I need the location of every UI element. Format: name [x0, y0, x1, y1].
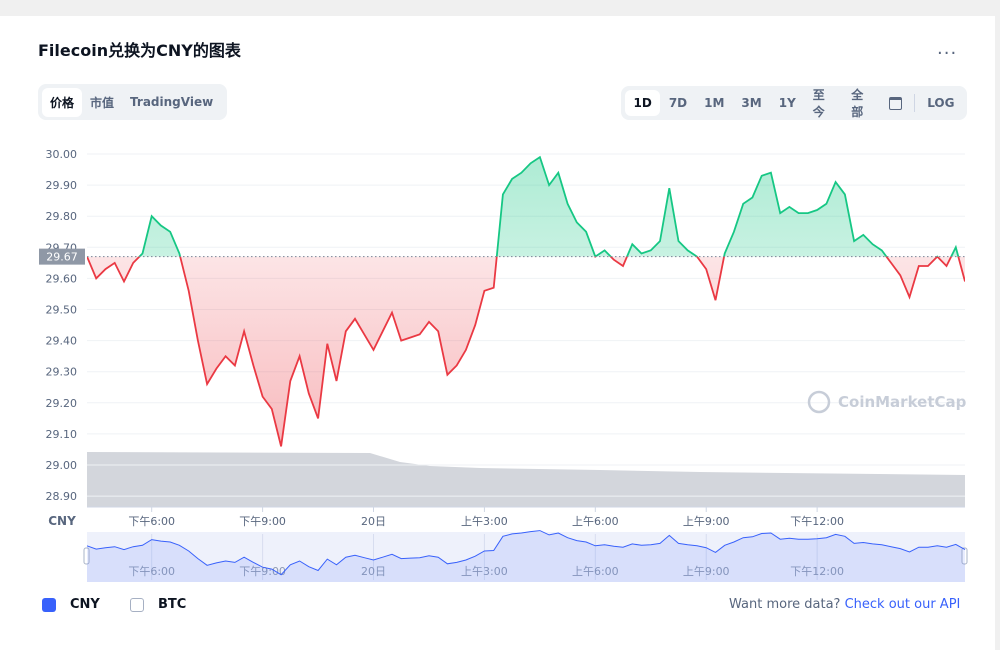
y-tick-label: 29.40: [46, 335, 78, 348]
tab[interactable]: 市值: [90, 95, 115, 110]
y-tick-label: 30.00: [46, 148, 78, 161]
option[interactable]: BTC: [130, 597, 186, 612]
prompt-text: Want more data?: [729, 597, 841, 612]
navigator-tick-label: 下午9:00: [239, 565, 286, 578]
area-down: [87, 256, 965, 447]
watermark: CoinMarketCap: [838, 393, 967, 411]
watermark-logo: [807, 390, 831, 414]
x-tick-label: 20日: [361, 515, 386, 528]
navigator-line: [86, 530, 966, 576]
checkbox[interactable]: [130, 597, 144, 612]
navigator-tick-label: 下午12:00: [790, 565, 844, 578]
y-tick-label: 29.20: [46, 397, 78, 410]
y-tick-label: 29.10: [46, 428, 78, 441]
range-button[interactable]: 至今: [812, 88, 825, 119]
navigator-tick-label: 下午6:00: [128, 565, 175, 578]
range-button[interactable]: 7D: [668, 96, 688, 110]
calendar-icon[interactable]: [889, 96, 902, 110]
x-tick-label: 上午9:00: [683, 515, 730, 528]
view-tabs: 价格 市值 TradingView: [38, 84, 227, 120]
navigator-tick-label: 上午3:00: [461, 565, 508, 578]
navigator-handle[interactable]: [83, 547, 90, 565]
range-button[interactable]: LOG: [927, 96, 955, 110]
api-prompt: Want more data? Check out our API: [729, 597, 960, 612]
navigator-tick-label: 20日: [361, 565, 386, 578]
y-tick-label: 29.60: [46, 272, 78, 285]
api-link[interactable]: Check out our API: [844, 597, 961, 612]
currency-label: CNY: [48, 514, 76, 528]
navigator-tick-label: 上午9:00: [683, 565, 730, 578]
x-tick-label: 下午12:00: [790, 515, 844, 528]
x-tick-label: 上午6:00: [572, 515, 619, 528]
volume-area: [87, 452, 965, 507]
range-button[interactable]: 1Y: [778, 96, 796, 110]
baseline-label: 29.67: [46, 251, 78, 264]
y-tick-label: 29.90: [46, 179, 78, 192]
y-tick-label: 28.90: [46, 490, 78, 503]
option[interactable]: CNY: [42, 597, 100, 612]
x-tick-label: 下午6:00: [128, 515, 175, 528]
separator: [913, 94, 915, 112]
range-button[interactable]: 1D: [625, 90, 661, 116]
navigator-tick-label: 上午6:00: [572, 565, 619, 578]
navigator-handle[interactable]: [961, 547, 968, 565]
range-button[interactable]: 3M: [741, 96, 762, 110]
range-buttons: 1D 7D 1M 3M 1Y 至今 全部 LOG: [621, 86, 967, 120]
tab[interactable]: TradingView: [130, 95, 214, 109]
range-button[interactable]: 全部: [851, 88, 864, 119]
baseline-badge: [39, 248, 85, 265]
tab[interactable]: 价格: [42, 87, 83, 117]
option-label: CNY: [70, 597, 100, 612]
option-label: BTC: [158, 597, 187, 612]
price-line-up: [87, 155, 960, 257]
price-line-down: [87, 256, 965, 447]
x-tick-label: 上午3:00: [461, 515, 508, 528]
y-tick-label: 29.00: [46, 459, 78, 472]
y-tick-label: 29.80: [46, 210, 78, 223]
more-menu[interactable]: ...: [937, 38, 958, 59]
checkbox-checked[interactable]: [42, 597, 56, 612]
y-tick-label: 29.50: [46, 304, 78, 317]
range-button[interactable]: 1M: [704, 96, 725, 110]
chart-title: Filecoin兑换为CNY的图表: [38, 41, 241, 60]
navigator-area: [87, 530, 965, 582]
navigator-bg: [87, 532, 965, 582]
area-up: [87, 157, 965, 257]
x-tick-label: 下午9:00: [239, 515, 286, 528]
y-tick-label: 29.30: [46, 366, 78, 379]
